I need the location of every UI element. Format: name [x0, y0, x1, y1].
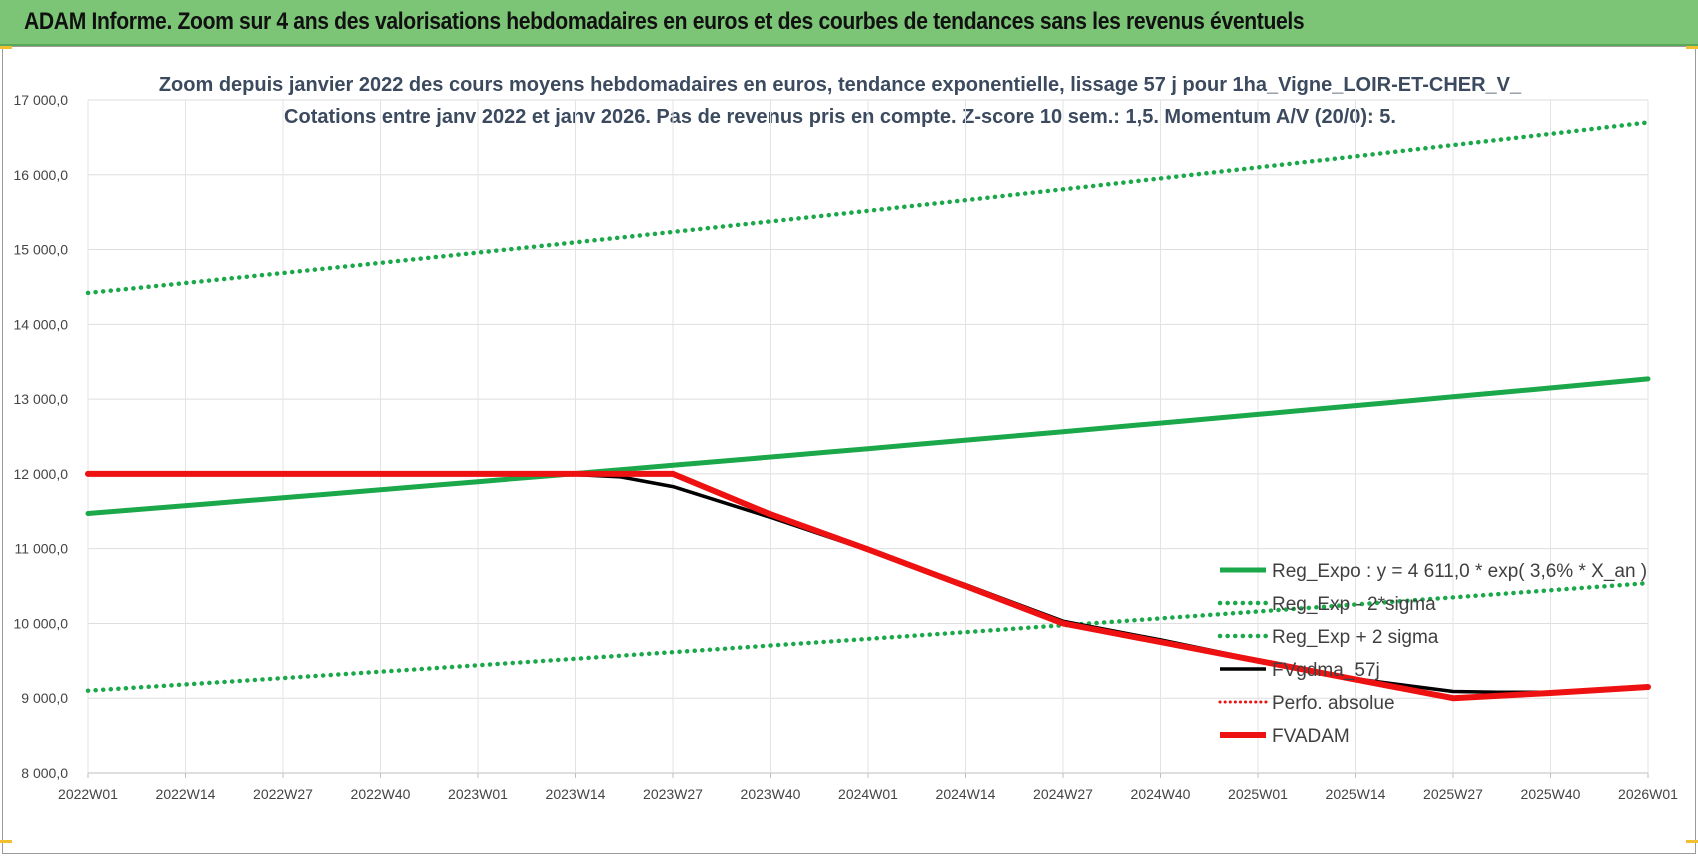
legend-label: Reg_Exp + 2 sigma [1272, 627, 1439, 648]
y-tick-label: 8 000,0 [21, 765, 68, 781]
y-tick-label: 11 000,0 [15, 541, 69, 557]
x-tick-label: 2024W01 [838, 786, 898, 802]
banner-title: ADAM Informe. Zoom sur 4 ans des valoris… [24, 8, 1305, 35]
corner-mark [0, 840, 12, 843]
x-tick-label: 2023W27 [643, 786, 703, 802]
x-tick-label: 2022W40 [351, 786, 411, 802]
x-tick-label: 2023W14 [546, 786, 606, 802]
chart-title: Zoom depuis janvier 2022 des cours moyen… [159, 74, 1522, 96]
y-tick-label: 14 000,0 [14, 316, 69, 332]
x-tick-label: 2022W14 [156, 786, 216, 802]
upper-band-line [85, 120, 1651, 296]
y-tick-label: 15 000,0 [14, 242, 69, 258]
y-tick-label: 10 000,0 [14, 615, 69, 631]
x-tick-label: 2025W14 [1326, 786, 1386, 802]
x-tick-label: 2025W27 [1423, 786, 1483, 802]
x-tick-label: 2026W01 [1618, 786, 1678, 802]
chart-frame [2, 46, 1696, 854]
x-tick-label: 2024W14 [936, 786, 996, 802]
x-tick-label: 2023W01 [448, 786, 508, 802]
legend-label: FVgdma_57j [1272, 660, 1380, 681]
x-tick-label: 2022W01 [58, 786, 118, 802]
y-tick-label: 9 000,0 [21, 690, 68, 706]
lower-band-line [85, 580, 1651, 693]
chart-subtitle: Cotations entre janv 2022 et janv 2026. … [284, 106, 1396, 128]
corner-mark [1686, 46, 1698, 49]
trend-line [85, 376, 1651, 516]
x-tick-label: 2025W01 [1228, 786, 1288, 802]
x-tick-label: 2023W40 [741, 786, 801, 802]
fvadam-line [85, 470, 1651, 702]
y-tick-label: 12 000,0 [14, 466, 69, 482]
x-tick-label: 2024W40 [1131, 786, 1191, 802]
corner-mark [1686, 840, 1698, 843]
y-tick-label: 13 000,0 [14, 391, 69, 407]
x-tick-label: 2022W27 [253, 786, 313, 802]
y-tick-label: 17 000,0 [14, 92, 69, 108]
legend-label: Perfo. absolue [1272, 693, 1395, 714]
corner-mark [0, 46, 12, 49]
legend-label: Reg_Exp - 2*sigma [1272, 594, 1436, 615]
legend-label: FVADAM [1272, 726, 1350, 747]
x-tick-label: 2025W40 [1521, 786, 1581, 802]
title-banner: ADAM Informe. Zoom sur 4 ans des valoris… [0, 0, 1698, 46]
legend-label: Reg_Expo : y = 4 611,0 * exp( 3,6% * X_a… [1272, 561, 1647, 582]
x-tick-label: 2024W27 [1033, 786, 1093, 802]
y-tick-label: 16 000,0 [14, 167, 69, 183]
